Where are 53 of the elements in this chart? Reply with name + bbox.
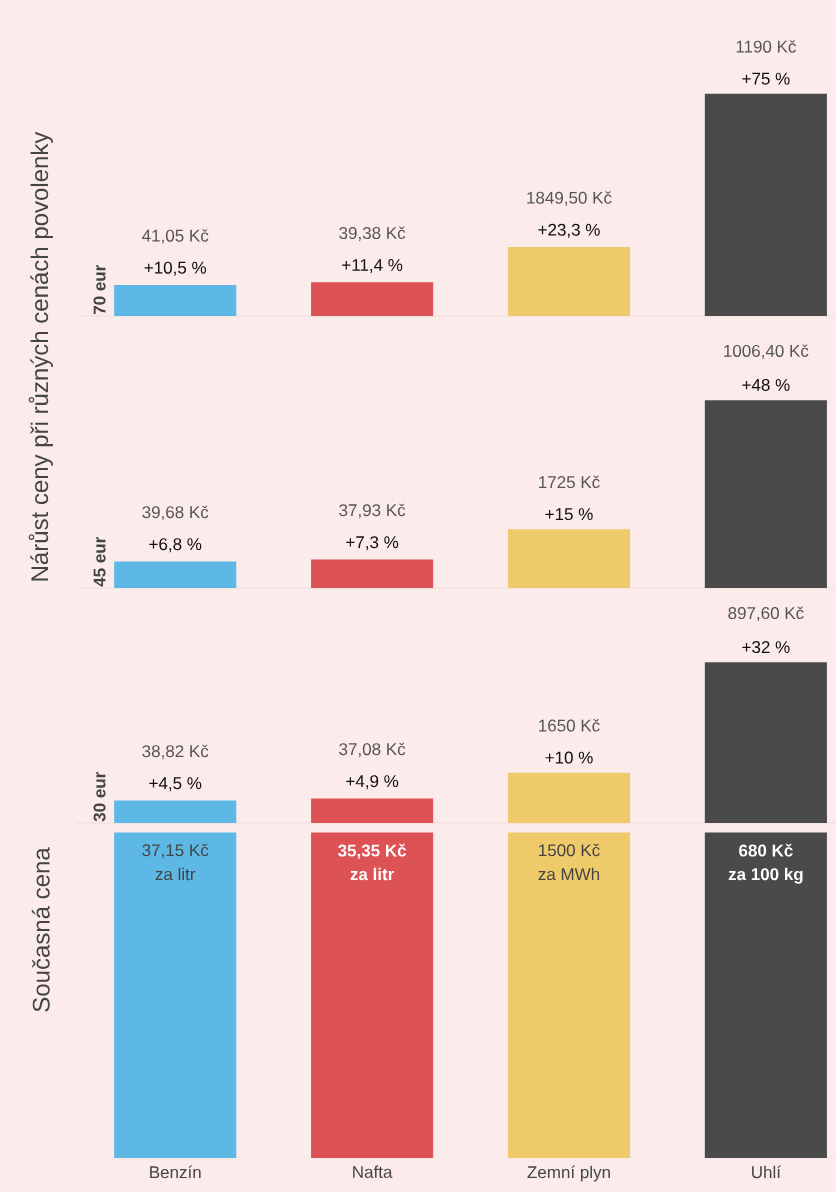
text: 70 eur	[93, 265, 106, 315]
y-axis-title: Současná cena	[31, 847, 50, 1012]
data-label: +15 %	[545, 508, 593, 521]
annotation: 37,08 Kč	[339, 742, 406, 758]
annotation: 37,93 Kč	[339, 503, 406, 519]
annotation: za litr	[155, 867, 196, 881]
annotation: 38,82 Kč	[142, 744, 209, 760]
annotation: 1190 Kč	[736, 40, 797, 53]
data-label: +32 %	[742, 641, 790, 654]
bar	[704, 93, 828, 317]
annotation: 35,35 Kč	[338, 843, 407, 860]
bar	[114, 284, 237, 317]
annotation: 41,05 Kč	[142, 229, 209, 244]
data-label: +48 %	[742, 378, 790, 391]
text: 30 eur	[93, 772, 106, 822]
data-label: +10 %	[545, 751, 593, 764]
data-label: +4,5 %	[149, 777, 202, 792]
bar	[114, 561, 237, 589]
text: 45 eur	[93, 537, 106, 587]
data-label: +75 %	[742, 72, 790, 85]
annotation: 37,15 Kč	[142, 843, 209, 859]
y-axis-title: Nárůst ceny při různých cenách povolenky	[28, 131, 54, 581]
bar	[311, 282, 434, 317]
annotation: 1006,40 Kč	[724, 344, 809, 359]
bar	[508, 529, 631, 589]
x-tick-label: Benzín	[150, 1165, 201, 1179]
data-label: +7,3 %	[346, 536, 399, 551]
x-tick-label: Nafta	[353, 1165, 393, 1179]
bar	[508, 247, 631, 317]
data-label: +4,9 %	[346, 775, 399, 790]
data-label: +6,8 %	[149, 538, 202, 553]
bar	[311, 798, 434, 824]
annotation: 897,60 Kč	[728, 606, 804, 622]
annotation: 1849,50 Kč	[527, 191, 612, 206]
data-label: +10,5 %	[144, 261, 207, 276]
bar	[704, 400, 828, 589]
bar	[114, 800, 237, 824]
bar	[508, 772, 631, 824]
annotation: za litr	[350, 867, 395, 881]
data-label: +11,4 %	[342, 259, 403, 274]
annotation: 1725 Kč	[539, 475, 600, 489]
annotation: 680 Kč	[739, 843, 793, 857]
annotation: za MWh	[538, 867, 600, 881]
bar	[311, 559, 434, 589]
x-tick-label: Uhlí	[752, 1165, 782, 1179]
annotation: 1500 Kč	[539, 843, 600, 857]
annotation: 1650 Kč	[539, 719, 600, 732]
bar	[704, 662, 828, 824]
data-label: +23,3 %	[538, 223, 600, 238]
annotation: 39,38 Kč	[339, 226, 406, 242]
annotation: 39,68 Kč	[142, 505, 209, 521]
annotation: za 100 kg	[728, 867, 803, 884]
x-tick-label: Zemní plyn	[527, 1165, 611, 1182]
